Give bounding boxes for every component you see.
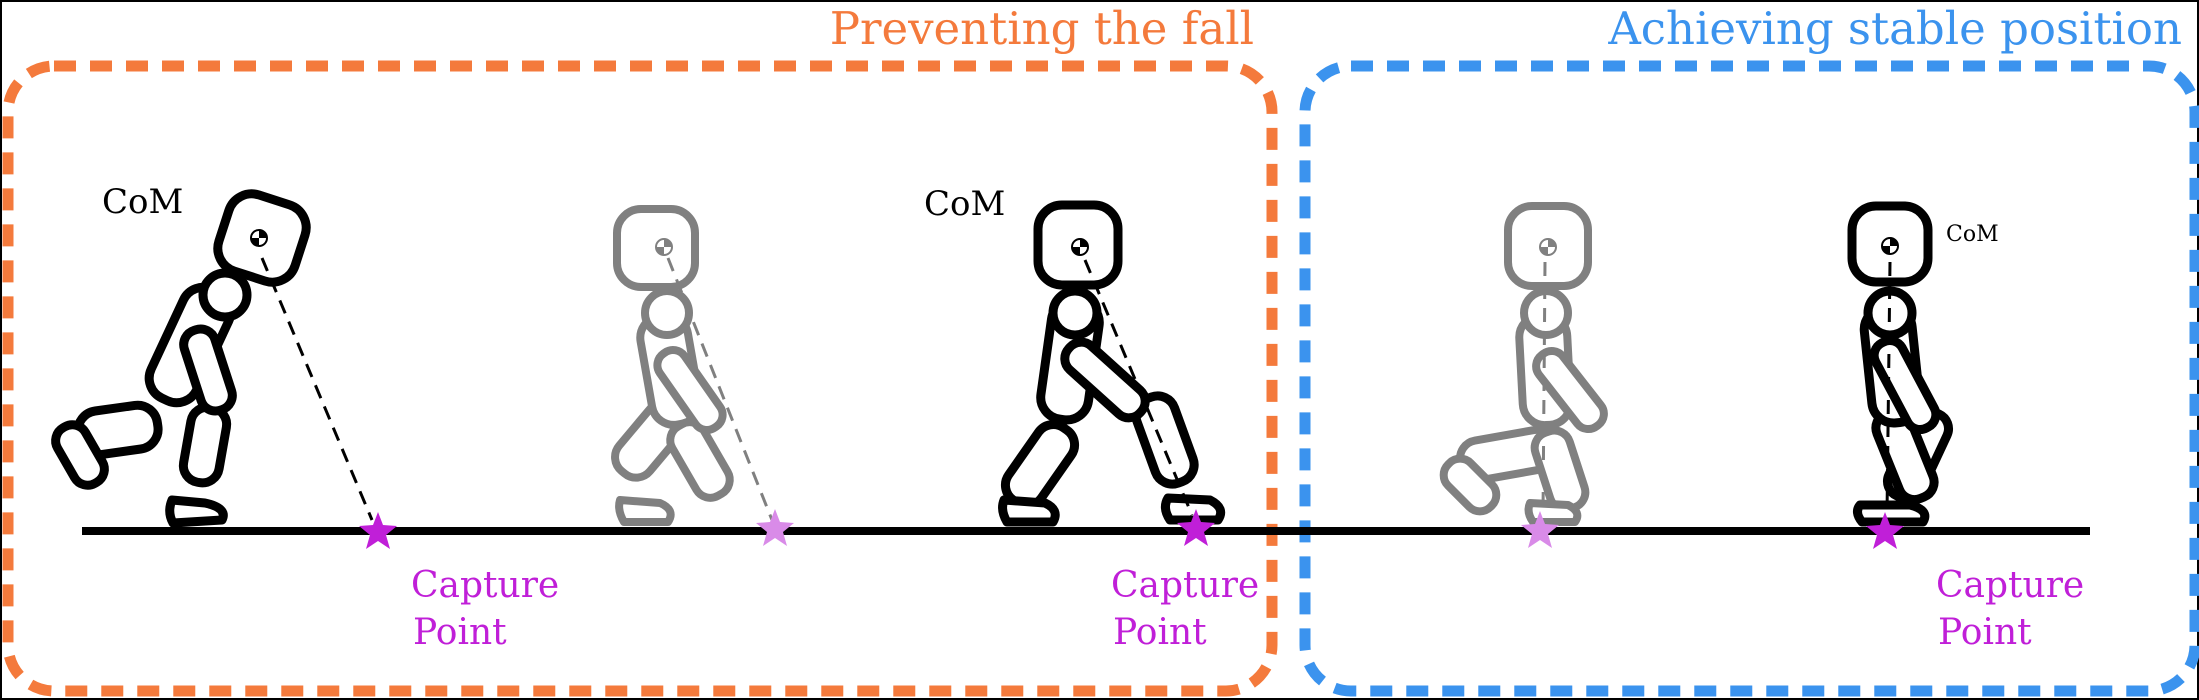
foot [615,496,675,526]
arm [1532,346,1608,434]
figure-3 [998,200,1226,527]
foot-rear [998,495,1060,527]
arm [179,324,237,416]
capture-label-1-line2: Point [413,612,507,653]
preventing-fall-section [2,60,1278,697]
com-marker-3 [1071,238,1089,256]
capture-label-3-line1: Capture [1936,565,2084,606]
com-projection-2 [666,257,774,521]
capture-point-star-2 [756,509,794,546]
foot [1524,499,1582,526]
neck [641,287,693,339]
capture-point-star-5 [1866,512,1904,549]
arm [653,346,727,434]
right-section-title: Achieving stable position [1607,2,2182,55]
com-label-2: CoM [924,184,1005,224]
com-projection-3 [1083,259,1194,516]
capture-point-star-4 [1521,511,1559,548]
capture-point-star-1 [359,512,397,549]
figure-1 [51,189,311,528]
figure-4 [1439,202,1608,526]
figure-5 [1847,201,1953,527]
com-projection-4 [1541,261,1547,516]
com-marker-2 [655,238,673,256]
capture-label-2-line1: Capture [1111,565,1259,606]
capture-label-1-line1: Capture [411,565,559,606]
com-marker-4 [1539,238,1557,256]
com-label-1: CoM [102,182,183,222]
com-marker-1 [250,229,268,247]
shin-rear [1439,454,1501,516]
capture-label-3-line2: Point [1938,612,2032,653]
com-label-3: CoM [1946,222,1999,247]
foot [1852,500,1930,527]
capture-label-2-line2: Point [1113,612,1207,653]
thigh-front [178,402,232,488]
figure-2 [611,205,734,526]
foot-front [165,495,228,528]
shin [666,418,734,502]
neck [198,268,252,322]
stable-position-section [1299,60,2199,697]
com-marker-5 [1881,237,1899,255]
left-section-title: Preventing the fall [830,2,1254,55]
shin-rear [51,420,109,490]
capture-point-star-3 [1177,509,1215,546]
arm [1060,337,1150,423]
neck [1048,286,1102,340]
com-projection-5 [1885,261,1892,516]
com-projection-1 [260,257,374,521]
foot-front [1160,493,1226,525]
